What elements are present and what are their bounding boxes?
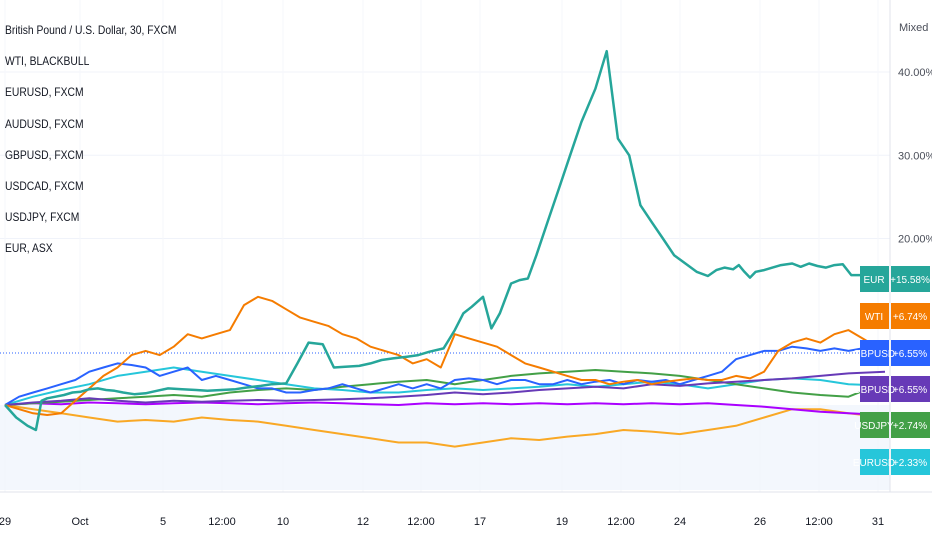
legend-item-eurusd[interactable]: EURUSD, FXCM [5,85,84,100]
series-tag-text: USDJPY [854,421,894,432]
series-tag [860,412,889,438]
value-tag [891,303,930,329]
y-axis[interactable]: 40.00% 30.00% 20.00% [898,67,932,246]
last-label-usdjpy: USDJPY +2.74% [854,412,930,438]
x-tick-label: 17 [474,516,486,528]
value-tag [891,449,930,475]
series-tag-text: WTI [865,312,883,323]
x-tick-label: 12:00 [208,516,236,528]
x-tick-label: 12 [357,516,369,528]
legend-item-usdjpy[interactable]: USDJPY, FXCM [5,210,80,225]
x-axis[interactable]: 29 Oct 5 12:00 10 12 12:00 17 19 12:00 24 26 12:00 31 [0,516,884,528]
y-tick-label: 20.00% [898,234,932,246]
series-line-wti [4,295,886,416]
baseline-shading [0,405,890,490]
value-tag-text: +6.74% [893,312,927,323]
x-tick-label: 29 [0,516,11,528]
value-tag-text: +6.55% [893,385,927,396]
series-tag [860,303,889,329]
y-tick-label: 30.00% [898,150,932,162]
series-layer [4,49,886,448]
scale-mode-label[interactable]: Mixed [899,22,929,34]
value-tag [891,340,930,366]
x-tick-label: 12:00 [607,516,635,528]
value-tag [891,412,930,438]
series-tag [860,376,889,402]
value-tag-text: +6.55% [893,349,927,360]
series-tag [860,266,889,292]
series-legend: British Pound / U.S. Dollar, 30, FXCM WT… [5,22,204,272]
x-tick-label: 24 [674,516,686,528]
x-tick-label: 31 [872,516,884,528]
legend-item-eur[interactable]: EUR, ASX [5,241,53,256]
value-tag [891,266,930,292]
series-line-gbpusd [4,345,886,406]
last-value-labels: EUR +15.58%WTI +6.74%GBPUSD+6.55%GBPUSD+6.… [853,266,930,475]
y-tick-label: 40.00% [898,67,932,79]
series-line-gbpusd [4,370,886,406]
series-line-usdjpy [4,369,886,406]
series-tag-text: GBPUSD [853,385,895,396]
last-label-gbpusd: GBPUSD+6.55% [853,376,930,402]
value-tag [891,376,930,402]
series-tag-text: EURUSD [853,458,895,469]
x-tick-label: 26 [754,516,766,528]
legend-item-wti[interactable]: WTI, BLACKBULL [5,54,90,69]
last-label-eur: EUR +15.58% [860,266,930,292]
legend-item-gbpusd[interactable]: GBPUSD, FXCM [5,147,84,162]
last-label-wti: WTI +6.74% [860,303,930,329]
series-line-audusd [4,401,886,416]
legend-item-audusd[interactable]: AUDUSD, FXCM [5,116,84,131]
series-tag [860,449,889,475]
x-tick-label: 12:00 [805,516,833,528]
value-tag-text: +15.58% [890,275,930,286]
x-tick-label: Oct [71,516,88,528]
legend-item-usdcad[interactable]: USDCAD, FXCM [5,178,84,193]
series-tag [860,340,889,366]
chart-title[interactable]: British Pound / U.S. Dollar, 30, FXCM [5,23,177,37]
last-label-gbpusd: GBPUSD+6.55% [853,340,930,366]
last-label-eurusd: EURUSD+2.33% [853,449,930,475]
x-tick-label: 10 [277,516,289,528]
series-tag-text: GBPUSD [853,349,895,360]
series-line-usdcad [4,404,886,448]
value-tag-text: +2.74% [893,421,927,432]
series-tag-text: EUR [863,275,884,286]
x-tick-label: 12:00 [407,516,435,528]
x-tick-label: 19 [556,516,568,528]
x-tick-label: 5 [160,516,166,528]
value-tag-text: +2.33% [893,458,927,469]
series-line-eur [4,49,885,432]
